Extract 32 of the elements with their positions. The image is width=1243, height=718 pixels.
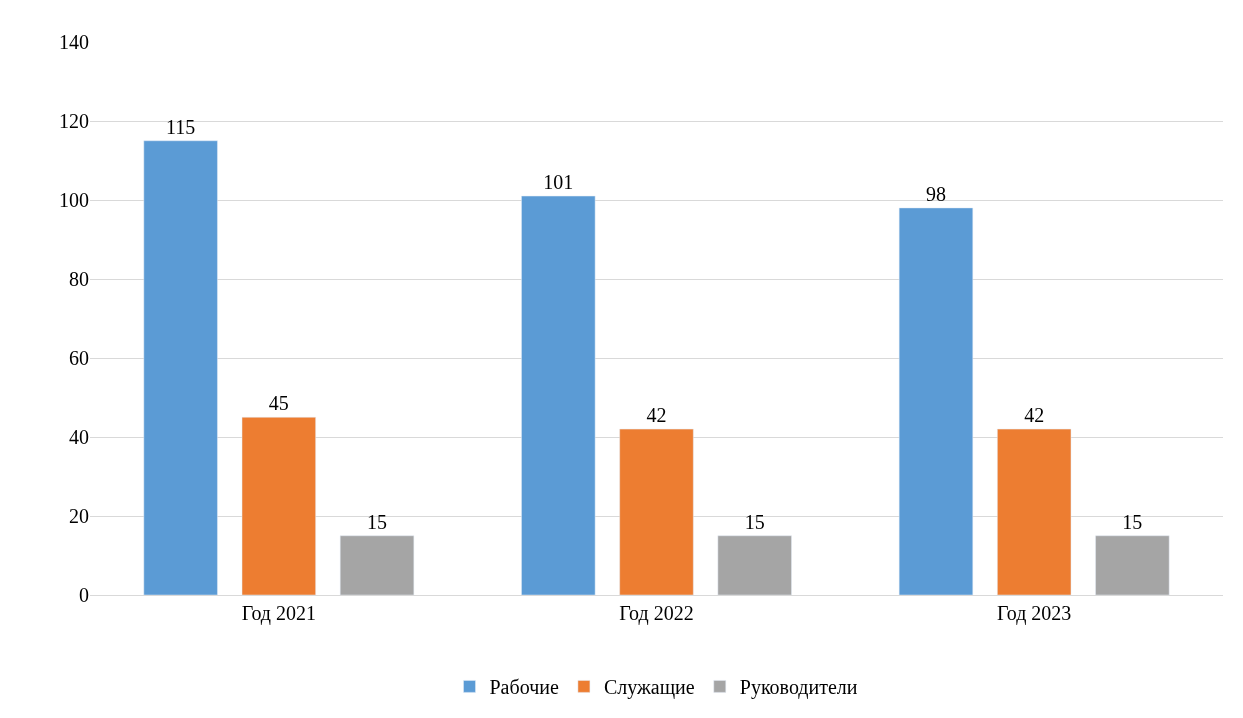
data-label: 42: [1024, 404, 1045, 427]
data-label: 101: [543, 171, 574, 194]
x-tick-label: Год 2022: [619, 602, 694, 625]
data-label: 45: [268, 392, 289, 415]
bar: [717, 535, 792, 595]
bar: [619, 428, 694, 595]
bar: [339, 535, 415, 595]
bar: [1095, 535, 1170, 595]
y-tick-label: 60: [69, 347, 89, 369]
y-tick-label: 20: [69, 505, 89, 527]
legend-label: Служащие: [603, 676, 695, 700]
data-label: 115: [166, 115, 196, 138]
x-tick-label: Год 2021: [241, 602, 317, 625]
y-tick-label: 140: [59, 31, 89, 53]
bar: [241, 417, 316, 595]
bar: [898, 207, 974, 595]
data-label: 98: [925, 182, 946, 205]
data-label: 42: [646, 404, 667, 427]
bar: [143, 140, 218, 595]
data-label: 15: [744, 510, 765, 533]
y-tick-label: 120: [59, 110, 89, 132]
bar: [521, 195, 596, 595]
x-tick-label: Год 2023: [996, 602, 1072, 625]
data-label: 15: [1122, 510, 1143, 533]
legend-label: Руководители: [739, 676, 858, 700]
y-tick-label: 40: [69, 426, 89, 448]
legend-label: Рабочие: [489, 676, 559, 699]
data-label: 15: [367, 510, 388, 533]
bar: [997, 428, 1072, 595]
y-tick-label: 100: [59, 189, 89, 211]
y-tick-label: 80: [69, 268, 89, 290]
y-tick-label: 0: [79, 584, 89, 606]
